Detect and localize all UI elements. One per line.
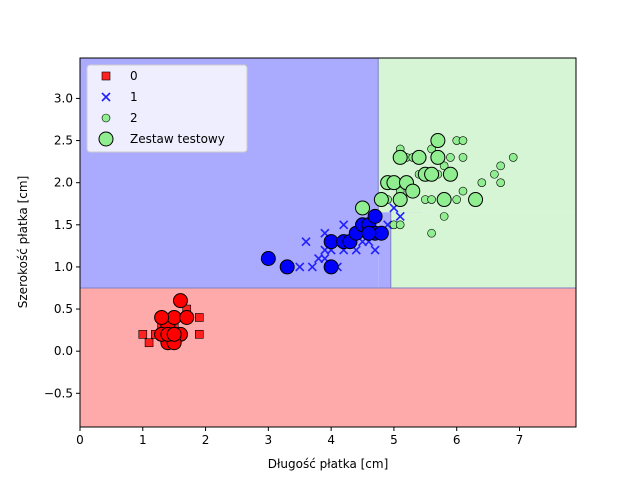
y-tick-label: 3.0 [54, 91, 73, 105]
point-class-1 [370, 245, 380, 255]
test-point [279, 259, 295, 275]
point-class-2 [496, 178, 505, 187]
legend-marker [101, 71, 111, 81]
y-axis-ticks: −0.5 0.0 0.5 1.0 1.5 2.0 2.5 3.0 [44, 91, 80, 400]
point-class-1 [395, 211, 405, 221]
y-tick-label: 2.5 [54, 134, 73, 148]
x-tick-label: 5 [390, 433, 398, 447]
legend-box [86, 64, 248, 153]
test-point [260, 251, 276, 267]
test-point [411, 149, 427, 165]
legend-marker [98, 131, 114, 147]
test-point [172, 293, 188, 309]
y-tick-label: 0.5 [54, 302, 73, 316]
x-tick-label: 0 [76, 433, 84, 447]
x-tick-label: 7 [516, 433, 524, 447]
x-axis-label: Długość płatka [cm] [268, 457, 389, 471]
point-class-2 [439, 212, 449, 221]
point-class-2 [446, 153, 455, 162]
test-point [430, 133, 446, 149]
point-class-1 [295, 262, 305, 272]
point-class-0 [194, 330, 204, 339]
test-point [361, 225, 377, 241]
test-point [323, 259, 339, 275]
y-axis-label: Szerokość płatka [cm] [16, 176, 30, 308]
legend: 0 1 2 Zestaw testowy [86, 64, 248, 153]
test-point [179, 309, 195, 325]
test-point [405, 183, 421, 199]
decision-regions [80, 58, 576, 427]
test-point [154, 309, 170, 325]
test-point [166, 326, 182, 342]
test-point [392, 149, 408, 165]
point-class-0 [138, 330, 148, 339]
x-tick-label: 3 [265, 433, 273, 447]
x-tick-label: 2 [202, 433, 210, 447]
point-class-2 [427, 228, 436, 238]
point-class-2 [496, 161, 505, 171]
test-point [355, 200, 371, 216]
test-point [392, 192, 408, 208]
point-class-1 [301, 237, 311, 247]
point-class-2 [490, 169, 499, 179]
test-point [386, 175, 402, 191]
point-class-0 [144, 338, 154, 348]
test-point [436, 192, 452, 208]
y-tick-label: 0.0 [54, 344, 73, 358]
point-class-0 [194, 313, 204, 322]
point-class-2 [458, 153, 468, 162]
point-class-2 [477, 178, 487, 187]
y-tick-label: 2.0 [54, 176, 73, 190]
point-class-2 [427, 195, 436, 204]
x-tick-label: 6 [453, 433, 461, 447]
x-tick-label: 4 [327, 433, 335, 447]
legend-marker [101, 92, 111, 102]
test-point [430, 149, 446, 165]
point-class-2 [458, 136, 468, 145]
point-class-2 [508, 153, 518, 162]
legend-marker [101, 113, 111, 123]
legend-label: 0 [130, 69, 138, 83]
test-point [373, 225, 389, 241]
plot-frame [79, 57, 577, 428]
test-point [424, 166, 440, 182]
point-class-2 [395, 220, 405, 230]
test-point [367, 208, 383, 224]
point-class-1 [339, 220, 349, 230]
y-tick-label: 1.0 [54, 260, 73, 274]
legend-label: 2 [130, 111, 138, 125]
y-tick-label: 1.5 [54, 218, 73, 232]
point-class-2 [452, 195, 462, 204]
point-class-2 [458, 186, 468, 196]
legend-label: 1 [130, 90, 138, 104]
y-tick-label: −0.5 [44, 386, 73, 400]
decision-region-0 [80, 287, 576, 427]
point-class-2 [439, 161, 449, 171]
x-axis-ticks: 0 1 2 3 4 5 6 7 [76, 427, 523, 447]
test-point [323, 234, 339, 250]
test-point [166, 309, 182, 325]
point-class-2 [427, 144, 436, 154]
test-point [442, 166, 458, 182]
test-point [468, 192, 484, 208]
x-tick-label: 1 [139, 433, 147, 447]
legend-label: Zestaw testowy [130, 132, 225, 146]
point-class-1 [307, 262, 317, 272]
decision-region-2 [390, 212, 576, 288]
test-point [373, 192, 389, 208]
data-points [138, 133, 518, 351]
